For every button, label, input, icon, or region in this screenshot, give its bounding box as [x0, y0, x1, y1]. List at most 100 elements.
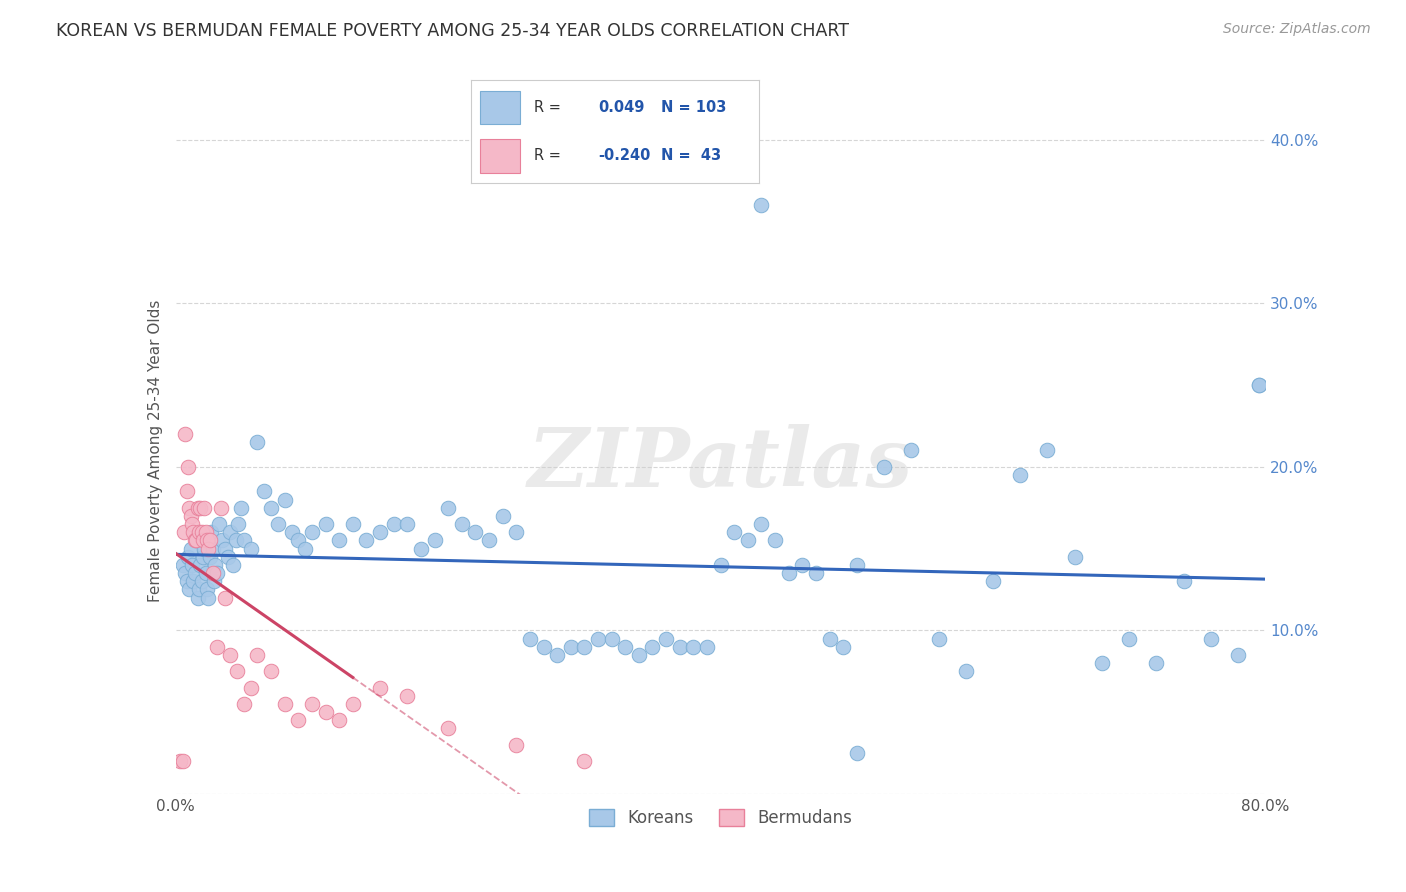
Point — [328, 714, 350, 728]
Point — [668, 640, 690, 654]
Point — [328, 533, 350, 548]
Point — [202, 574, 225, 589]
Text: N = 103: N = 103 — [661, 100, 727, 115]
Point — [1199, 632, 1222, 646]
Point — [186, 591, 209, 605]
Point — [195, 533, 218, 548]
Point — [193, 541, 215, 556]
Point — [222, 558, 245, 572]
Point — [818, 632, 841, 646]
Point — [194, 525, 217, 540]
Point — [586, 632, 609, 646]
Point — [172, 754, 194, 768]
Point — [176, 574, 198, 589]
Point — [600, 632, 623, 646]
Point — [274, 492, 297, 507]
Point — [186, 533, 208, 548]
Point — [546, 648, 568, 662]
Point — [301, 697, 323, 711]
Point — [356, 533, 378, 548]
Point — [219, 525, 242, 540]
Point — [832, 640, 855, 654]
Point — [574, 640, 596, 654]
Point — [710, 558, 733, 572]
Point — [409, 541, 432, 556]
Point — [723, 525, 745, 540]
Point — [232, 697, 254, 711]
Point — [225, 533, 247, 548]
Point — [627, 648, 650, 662]
Point — [1010, 467, 1032, 482]
Point — [205, 640, 228, 654]
Point — [574, 754, 596, 768]
Point — [981, 574, 1004, 589]
Point — [177, 549, 200, 564]
Point — [928, 632, 950, 646]
Point — [505, 738, 527, 752]
Point — [214, 541, 236, 556]
Text: 0.049: 0.049 — [598, 100, 644, 115]
Point — [187, 582, 209, 597]
Point — [197, 541, 219, 556]
FancyBboxPatch shape — [479, 91, 520, 124]
Text: R =: R = — [534, 148, 561, 163]
Point — [231, 500, 253, 515]
Point — [169, 754, 191, 768]
Point — [174, 566, 197, 580]
Point — [179, 582, 201, 597]
Point — [260, 500, 283, 515]
Point — [900, 443, 922, 458]
Point — [682, 640, 704, 654]
Point — [641, 640, 664, 654]
Point — [217, 549, 239, 564]
Point — [183, 525, 205, 540]
Point — [437, 500, 460, 515]
Text: Source: ZipAtlas.com: Source: ZipAtlas.com — [1223, 22, 1371, 37]
Point — [205, 566, 228, 580]
Point — [208, 516, 231, 531]
Point — [195, 582, 218, 597]
Point — [211, 533, 233, 548]
Text: N =  43: N = 43 — [661, 148, 721, 163]
Point — [368, 681, 391, 695]
Point — [179, 500, 201, 515]
Point — [188, 500, 211, 515]
Point — [180, 508, 202, 523]
Point — [181, 558, 204, 572]
Point — [519, 632, 541, 646]
Point — [253, 484, 276, 499]
Point — [696, 640, 718, 654]
Point — [181, 516, 204, 531]
Point — [228, 516, 250, 531]
Point — [186, 500, 209, 515]
Text: KOREAN VS BERMUDAN FEMALE POVERTY AMONG 25-34 YEAR OLDS CORRELATION CHART: KOREAN VS BERMUDAN FEMALE POVERTY AMONG … — [56, 22, 849, 40]
Point — [1091, 656, 1114, 670]
Point — [294, 541, 316, 556]
Point — [184, 533, 207, 548]
Point — [1173, 574, 1195, 589]
Point — [955, 664, 977, 679]
Point — [533, 640, 555, 654]
Point — [437, 722, 460, 736]
Point — [382, 516, 405, 531]
Point — [176, 484, 198, 499]
Point — [492, 508, 515, 523]
Point — [751, 198, 773, 212]
Point — [1247, 378, 1270, 392]
Point — [226, 664, 249, 679]
Point — [342, 697, 364, 711]
Point — [204, 558, 226, 572]
Point — [396, 689, 419, 703]
Point — [1063, 549, 1085, 564]
Point — [232, 533, 254, 548]
Point — [191, 533, 214, 548]
Point — [201, 566, 224, 580]
Point — [1227, 648, 1250, 662]
Point — [845, 558, 868, 572]
Point — [200, 525, 222, 540]
Point — [873, 459, 896, 474]
Point — [792, 558, 814, 572]
Point — [274, 697, 297, 711]
Point — [246, 435, 269, 450]
Point — [174, 427, 197, 442]
